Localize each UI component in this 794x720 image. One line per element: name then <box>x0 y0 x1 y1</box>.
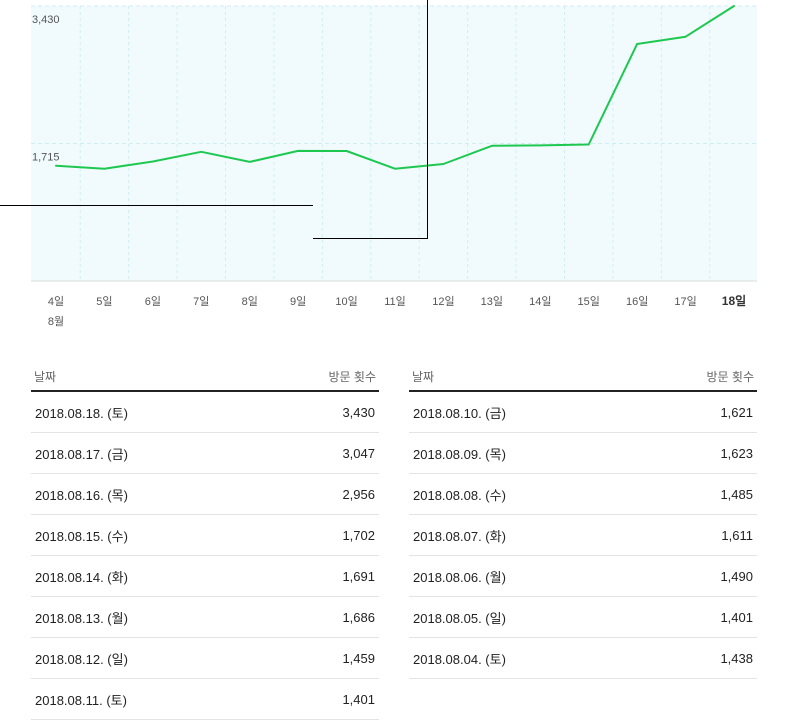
row-date: 2018.08.09. (목) <box>409 444 510 463</box>
header-visits: 방문 횟수 <box>326 364 380 385</box>
y-tick-label: 1,715 <box>32 152 60 164</box>
table-row: 2018.08.17. (금) 3,047 <box>31 433 379 474</box>
annotation-line-h1 <box>0 205 313 206</box>
row-date: 2018.08.12. (일) <box>31 649 132 668</box>
row-visits: 1,623 <box>716 446 757 461</box>
row-date: 2018.08.15. (수) <box>31 526 132 545</box>
row-visits: 3,430 <box>338 405 379 420</box>
row-date: 2018.08.08. (수) <box>409 485 510 504</box>
x-tick-label: 10일 <box>335 294 357 308</box>
row-date: 2018.08.11. (토) <box>31 690 131 709</box>
x-tick-label: 14일 <box>529 294 551 308</box>
table-row: 2018.08.05. (일) 1,401 <box>409 597 757 638</box>
row-date: 2018.08.07. (화) <box>409 526 510 545</box>
table-row: 2018.08.15. (수) 1,702 <box>31 515 379 556</box>
x-tick-label: 16일 <box>626 294 648 308</box>
x-tick-label: 9일 <box>290 294 306 308</box>
visits-table-right: 날짜 방문 횟수 2018.08.10. (금) 1,621 2018.08.09.… <box>409 364 757 679</box>
table-row: 2018.08.10. (금) 1,621 <box>409 392 757 433</box>
table-row: 2018.08.12. (일) 1,459 <box>31 638 379 679</box>
x-tick-label: 15일 <box>578 294 600 308</box>
chart-svg: 3,430 1,715 4일 5일 6일 7일 8일 9일 10일 11일 12일 13일 14일 15일… <box>0 0 794 340</box>
row-visits: 1,702 <box>338 528 379 543</box>
header-visits: 방문 횟수 <box>704 364 758 385</box>
month-label: 8월 <box>48 315 64 328</box>
row-date: 2018.08.04. (토) <box>409 649 510 668</box>
table-row: 2018.08.16. (목) 2,956 <box>31 474 379 515</box>
annotation-line-v <box>427 0 428 239</box>
row-visits: 1,686 <box>338 610 379 625</box>
row-visits: 1,691 <box>338 569 379 584</box>
x-tick-label: 13일 <box>481 294 503 308</box>
x-tick-label: 6일 <box>145 294 161 308</box>
row-visits: 1,611 <box>717 528 757 543</box>
table-row: 2018.08.13. (월) 1,686 <box>31 597 379 638</box>
row-visits: 1,401 <box>716 610 757 625</box>
table-row: 2018.08.08. (수) 1,485 <box>409 474 757 515</box>
row-visits: 1,438 <box>716 651 757 666</box>
table-row: 2018.08.18. (토) 3,430 <box>31 392 379 433</box>
visits-table-left: 날짜 방문 횟수 2018.08.18. (토) 3,430 2018.08.17.… <box>31 364 379 720</box>
annotation-line-h2 <box>313 238 428 239</box>
row-date: 2018.08.06. (월) <box>409 567 510 586</box>
row-date: 2018.08.05. (일) <box>409 608 510 627</box>
table-header: 날짜 방문 횟수 <box>31 364 379 392</box>
table-header: 날짜 방문 횟수 <box>409 364 757 392</box>
row-date: 2018.08.17. (금) <box>31 444 132 463</box>
table-row: 2018.08.04. (토) 1,438 <box>409 638 757 679</box>
table-row: 2018.08.07. (화) 1,611 <box>409 515 757 556</box>
header-date: 날짜 <box>409 364 437 385</box>
x-tick-label: 18일 <box>722 294 746 308</box>
row-date: 2018.08.13. (월) <box>31 608 132 627</box>
row-visits: 1,459 <box>338 651 379 666</box>
x-tick-label: 8일 <box>242 294 258 308</box>
x-tick-label: 4일 <box>48 294 64 308</box>
x-tick-label: 5일 <box>96 294 112 308</box>
x-tick-label: 17일 <box>674 294 696 308</box>
table-row: 2018.08.09. (목) 1,623 <box>409 433 757 474</box>
row-visits: 1,485 <box>716 487 757 502</box>
row-date: 2018.08.16. (목) <box>31 485 132 504</box>
row-visits: 1,490 <box>716 569 757 584</box>
row-date: 2018.08.18. (토) <box>31 403 132 422</box>
x-tick-label: 7일 <box>193 294 209 308</box>
header-date: 날짜 <box>31 364 59 385</box>
row-visits: 1,401 <box>338 692 379 707</box>
row-visits: 1,621 <box>716 405 757 420</box>
row-date: 2018.08.14. (화) <box>31 567 132 586</box>
row-visits: 3,047 <box>338 446 379 461</box>
x-tick-label: 11일 <box>384 294 406 308</box>
visits-line-chart: 3,430 1,715 4일 5일 6일 7일 8일 9일 10일 11일 12일 13일 14일 15일… <box>0 0 794 340</box>
table-row: 2018.08.14. (화) 1,691 <box>31 556 379 597</box>
row-visits: 2,956 <box>338 487 379 502</box>
y-tick-label: 3,430 <box>32 14 60 26</box>
row-date: 2018.08.10. (금) <box>409 403 510 422</box>
table-row: 2018.08.06. (월) 1,490 <box>409 556 757 597</box>
x-tick-label: 12일 <box>432 294 454 308</box>
